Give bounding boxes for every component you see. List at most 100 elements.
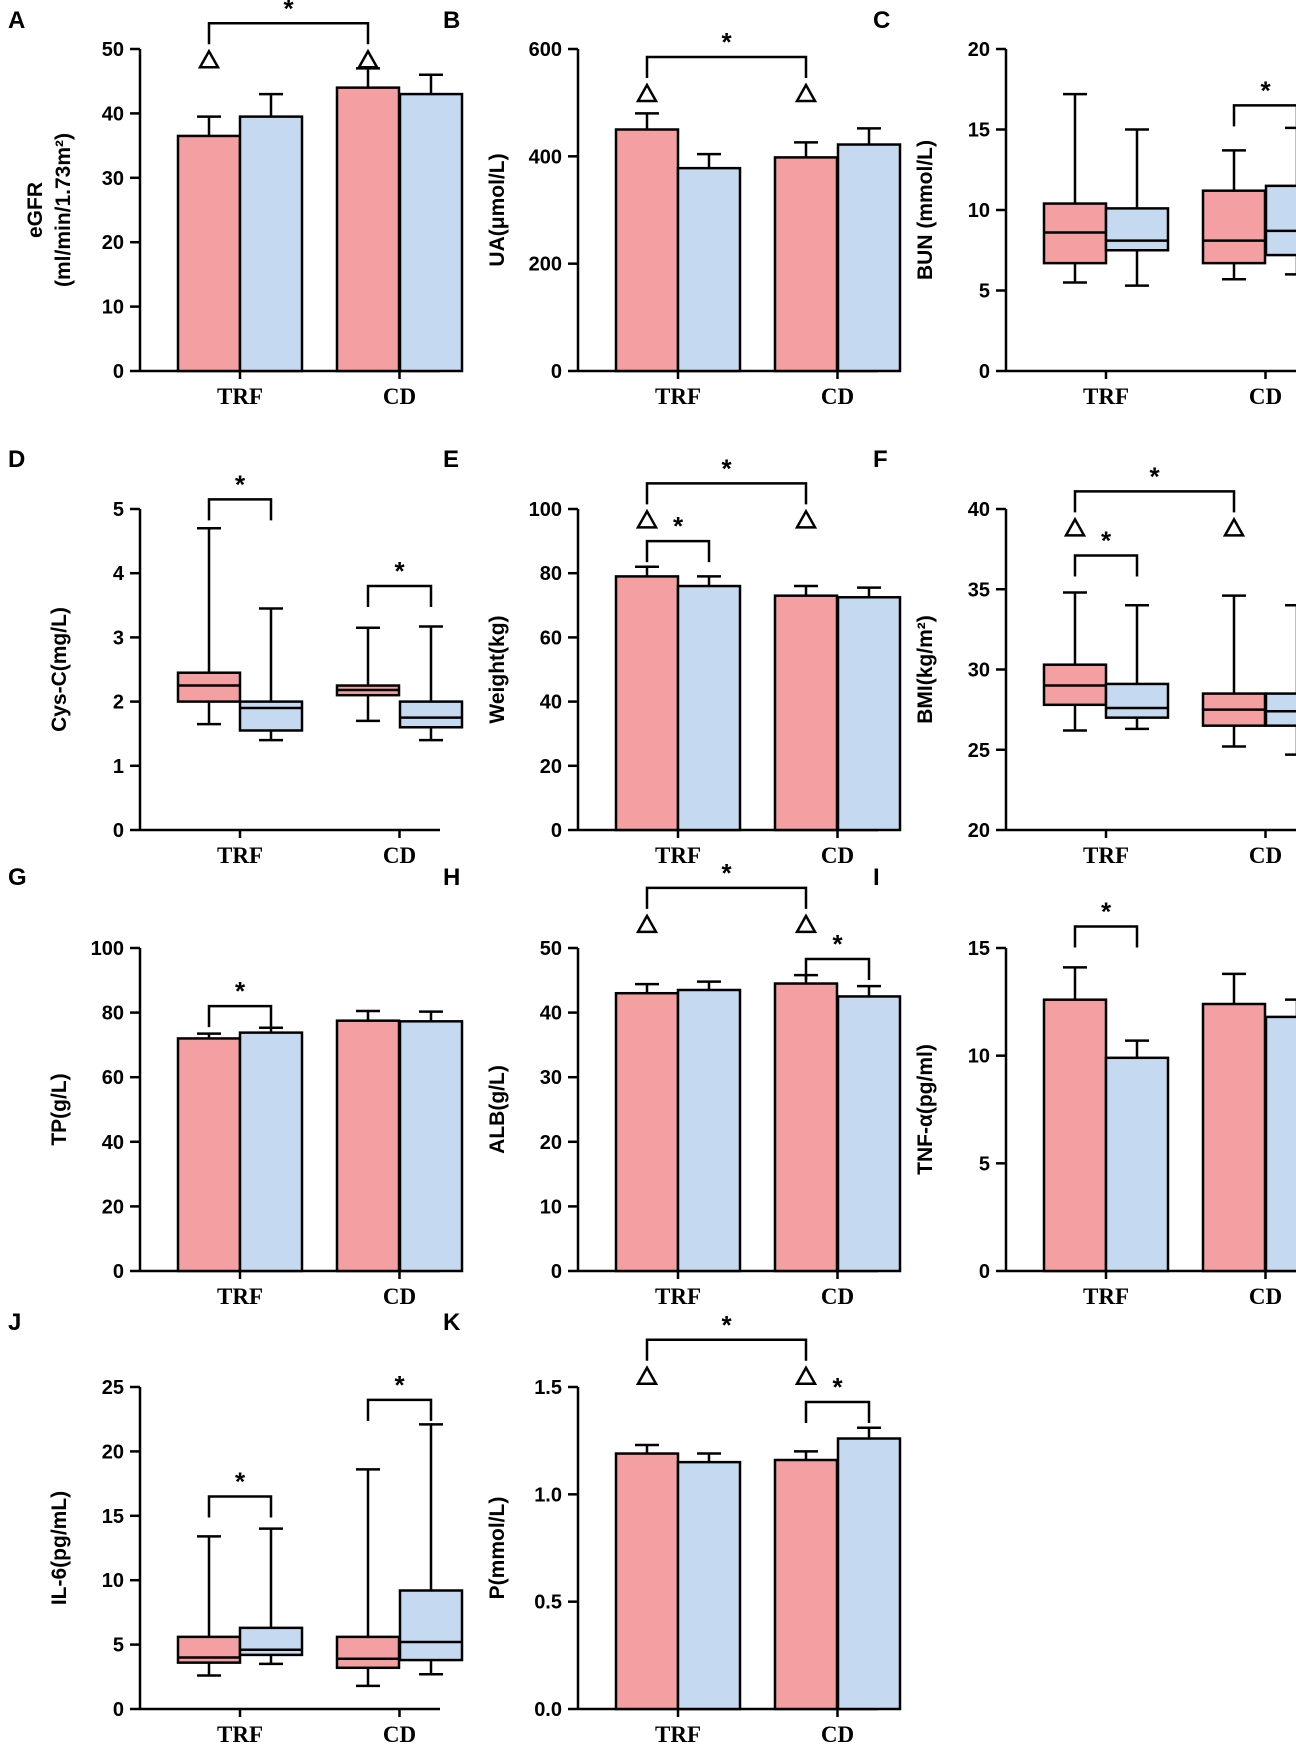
y-tick-label: 20	[968, 39, 990, 61]
y-tick-label: 40	[102, 103, 124, 125]
x-tick-label: TRF	[655, 1722, 701, 1744]
x-tick-label: CD	[383, 1284, 416, 1309]
y-tick-label: 5	[979, 1153, 990, 1175]
significance-star: *	[235, 1466, 246, 1496]
significance-triangle	[635, 913, 659, 934]
y-tick-label: 0	[113, 1261, 124, 1283]
panel-letter: G	[8, 864, 27, 891]
significance-bracket	[645, 482, 808, 505]
y-tick-label: 30	[540, 1067, 562, 1089]
x-tick-label: CD	[383, 1722, 416, 1744]
panel-i: I 0 5 10 15 TRF CD TNF-α(pg/ml) *	[873, 864, 1296, 1309]
x-tick-label: TRF	[217, 1722, 263, 1744]
y-tick-label: 0	[113, 1699, 124, 1721]
y-tick-label: 5	[113, 1635, 124, 1657]
y-tick-label: 60	[540, 627, 562, 649]
significance-bracket	[366, 584, 433, 608]
bar	[1201, 1002, 1267, 1273]
bar	[836, 143, 902, 373]
significance-star: *	[283, 0, 294, 23]
significance-triangle	[794, 1365, 818, 1386]
significance-star: *	[721, 1310, 732, 1340]
x-tick-label: CD	[383, 843, 416, 868]
significance-star: *	[721, 27, 732, 57]
significance-bracket	[207, 498, 273, 521]
bar	[676, 584, 742, 832]
panel-k: K 0.0 0.5 1.0 1.5 TRF CD P(mmol/L) * *	[443, 1309, 902, 1744]
bar	[676, 988, 742, 1273]
y-tick-label: 0	[979, 361, 990, 383]
y-tick-label: 3	[113, 627, 124, 649]
significance-triangle	[197, 48, 221, 69]
significance-bracket	[645, 539, 711, 563]
bar	[398, 92, 464, 373]
significance-bracket	[207, 1495, 273, 1518]
box	[238, 700, 304, 732]
y-tick-label: 10	[968, 1046, 990, 1068]
bar	[676, 166, 742, 373]
panel-letter: H	[443, 864, 460, 891]
x-tick-label: TRF	[217, 384, 263, 409]
bar	[773, 594, 839, 832]
bar	[773, 1458, 839, 1711]
y-tick-label: 400	[529, 146, 562, 168]
y-tick-label: 20	[540, 756, 562, 778]
x-tick-label: CD	[821, 843, 854, 868]
bar	[676, 1460, 742, 1711]
y-tick-label: 0	[551, 361, 562, 383]
y-tick-label: 10	[102, 297, 124, 319]
y-tick-label: 10	[102, 1570, 124, 1592]
x-tick-label: TRF	[1083, 384, 1129, 409]
y-tick-label: 0	[113, 820, 124, 842]
x-tick-label: CD	[821, 1284, 854, 1309]
significance-star: *	[721, 858, 732, 888]
significance-star: *	[1101, 896, 1112, 926]
y-axis-label: Weight(kg)	[486, 615, 509, 723]
y-axis-label: P(mmol/L)	[486, 1497, 509, 1600]
y-tick-label: 4	[113, 563, 125, 585]
bar	[1042, 998, 1108, 1273]
significance-bracket	[645, 55, 808, 79]
y-axis-label: TP(g/L)	[48, 1073, 71, 1145]
significance-triangle	[635, 82, 659, 103]
significance-star: *	[832, 1372, 843, 1402]
x-tick-label: TRF	[655, 1284, 701, 1309]
y-tick-label: 600	[529, 39, 562, 61]
panel-e: E 0 20 40 60 80 100 TRF CD Weight(kg) * *	[443, 446, 902, 868]
box	[1104, 682, 1170, 719]
panel-d: D 0 1 2 3 4 5 TRF CD Cys-C(mg/L) * *	[8, 446, 464, 868]
y-axis-label: IL-6(pg/mL)	[48, 1491, 71, 1605]
y-tick-label: 0.0	[534, 1699, 562, 1721]
y-tick-label: 25	[102, 1377, 124, 1399]
y-tick-label: 50	[540, 938, 562, 960]
significance-bracket	[366, 1398, 433, 1421]
significance-star: *	[394, 556, 405, 586]
y-tick-label: 5	[113, 499, 124, 521]
box	[398, 700, 464, 729]
significance-star: *	[832, 929, 843, 959]
box	[1201, 189, 1267, 265]
bar	[614, 575, 680, 832]
bar	[836, 596, 902, 832]
y-tick-label: 1	[113, 756, 124, 778]
y-tick-label: 100	[91, 938, 124, 960]
y-tick-label: 15	[968, 938, 990, 960]
significance-triangle	[794, 82, 818, 103]
y-tick-label: 100	[529, 499, 562, 521]
y-tick-label: 0	[113, 361, 124, 383]
bar	[335, 86, 401, 373]
y-tick-label: 10	[968, 200, 990, 222]
bar	[398, 1020, 464, 1273]
y-tick-label: 50	[102, 39, 124, 61]
panel-letter: D	[8, 446, 25, 473]
y-tick-label: 1.5	[534, 1377, 562, 1399]
y-tick-label: 40	[968, 499, 990, 521]
significance-star: *	[235, 976, 246, 1006]
significance-bracket	[1232, 104, 1296, 127]
y-tick-label: 35	[968, 579, 990, 601]
box	[176, 671, 242, 703]
x-tick-label: CD	[1249, 1284, 1282, 1309]
y-tick-label: 0	[551, 820, 562, 842]
y-tick-label: 10	[540, 1196, 562, 1218]
x-tick-label: CD	[1249, 384, 1282, 409]
